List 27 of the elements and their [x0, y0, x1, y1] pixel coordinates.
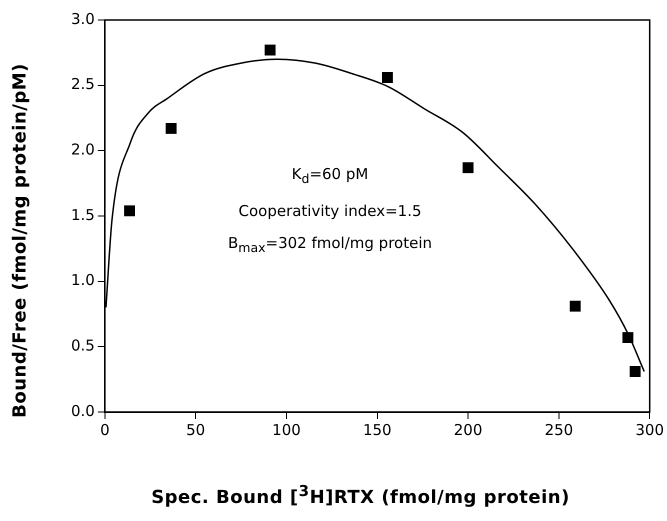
point: [570, 300, 581, 312]
x-tick-label: 250: [544, 420, 574, 439]
point: [124, 205, 136, 216]
x-axis-title: Spec. Bound [$^{3}$H]RTX (fmol/mg protein): [150, 482, 571, 508]
x-tick-label: 0: [100, 420, 110, 439]
annotation: K$_{d}$=60 pM: [290, 164, 370, 188]
y-tick-label: 1.5: [70, 206, 95, 224]
point: [382, 72, 393, 83]
annotation: B$_{max}$=302 fmol/mg protein: [226, 233, 433, 257]
y-tick-label: 2.5: [70, 75, 95, 94]
y-tick-label: 0.0: [70, 402, 95, 420]
point: [462, 162, 474, 174]
x-tick-label: 150: [362, 420, 392, 439]
x-tick-label: 100: [272, 420, 301, 439]
point: [264, 44, 276, 56]
y-tick-label: 3.0: [70, 10, 95, 28]
annotation: Cooperativity index=1.5: [237, 201, 423, 222]
y-tick-label: 2.0: [70, 140, 95, 159]
x-tick-label: 200: [454, 420, 482, 439]
point: [630, 366, 641, 377]
x-tick-label: 50: [186, 420, 206, 439]
y-tick-label: 1.0: [70, 271, 95, 290]
y-tick-label: 0.5: [70, 336, 95, 355]
y-axis-title: Bound/Free (fmol/mg protein/pM): [10, 62, 30, 420]
x-tick-label: 300: [635, 420, 664, 439]
point: [166, 123, 177, 134]
point: [622, 332, 634, 343]
